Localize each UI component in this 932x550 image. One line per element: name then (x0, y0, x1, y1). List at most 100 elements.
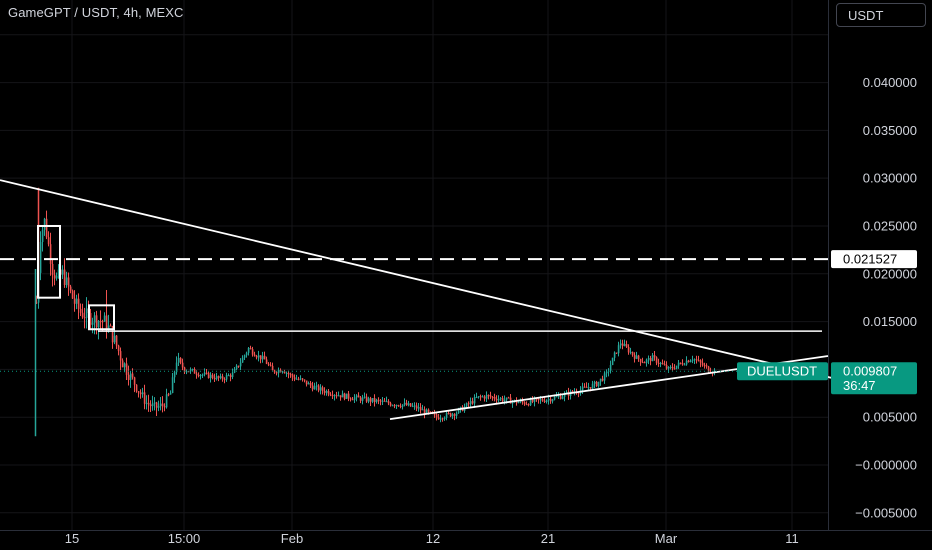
candle-body (457, 408, 460, 414)
candle-body (509, 397, 512, 404)
candle-body (429, 411, 432, 413)
candle-body (229, 375, 232, 378)
currency-button[interactable]: USDT (836, 3, 926, 27)
candle-body (311, 385, 314, 390)
candle-body (167, 394, 170, 396)
candle-body (523, 402, 526, 405)
candle-body (77, 298, 80, 309)
candle-body (265, 359, 268, 364)
drawings (0, 179, 841, 420)
candle-body (295, 378, 298, 380)
candle-body (593, 381, 596, 384)
grid-lines (0, 0, 932, 531)
candle-body (537, 398, 540, 400)
candle-body (71, 290, 74, 299)
candle-body (637, 355, 640, 360)
last-price-label: 0.009807 (843, 364, 897, 379)
candle-body (393, 405, 396, 407)
candle-body (315, 385, 318, 387)
candle-body (585, 386, 588, 388)
candle-body (459, 407, 462, 409)
candle-body (187, 371, 190, 373)
candle-body (197, 374, 200, 377)
candle-body (259, 355, 262, 360)
candle-body (375, 399, 378, 403)
candle-body (669, 366, 672, 368)
x-tick-label: 11 (785, 531, 799, 546)
candle-body (547, 398, 550, 401)
candle-body (675, 365, 678, 369)
candle-body (471, 401, 474, 404)
candle-body (389, 403, 392, 406)
candle-body (199, 375, 202, 377)
candle-body (635, 355, 638, 359)
candle-body (369, 398, 372, 402)
candle-body (183, 367, 186, 372)
candle-body (89, 313, 92, 325)
candle-body (489, 395, 492, 397)
candle-body (35, 302, 38, 304)
candle-body (583, 386, 586, 388)
candle-body (591, 383, 594, 389)
candle-body (227, 375, 230, 377)
candle-body (261, 355, 264, 360)
candle-body (201, 374, 204, 376)
candle-body (643, 362, 646, 364)
candle-body (477, 396, 480, 398)
candle-body (571, 391, 574, 393)
candle-body (319, 387, 322, 391)
candle-body (533, 398, 536, 402)
candle-body (239, 362, 242, 367)
candle-body (341, 393, 344, 398)
candle-body (631, 351, 634, 355)
candle-body (169, 392, 172, 395)
candle-body (131, 373, 134, 378)
candle-body (469, 401, 472, 405)
candle-body (543, 400, 546, 402)
candle-body (649, 358, 652, 362)
candle-body (381, 400, 384, 402)
candle-body (211, 374, 214, 378)
candle-body (613, 352, 616, 358)
candle-body (219, 376, 222, 378)
candle-body (245, 352, 248, 356)
candle-body (251, 349, 254, 355)
candle-body (217, 376, 220, 378)
candle-body (405, 402, 408, 406)
candle-body (301, 378, 304, 380)
candle-body (563, 393, 566, 397)
candle-body (397, 405, 400, 407)
candle-body (83, 317, 86, 319)
candle-body (145, 402, 148, 404)
candle-body (611, 357, 614, 366)
candle-body (663, 364, 666, 366)
candle-body (97, 321, 100, 328)
candle-body (329, 394, 332, 396)
candle-body (493, 396, 496, 399)
symbol-tag-label: DUELUSDT (747, 364, 817, 379)
candle-body (651, 355, 654, 362)
candle-body (75, 298, 78, 304)
candle-body (289, 374, 292, 376)
candle-body (367, 398, 370, 402)
candle-body (213, 377, 216, 380)
candle-body (683, 364, 686, 366)
x-tick-label: 15 (65, 531, 79, 546)
candle-body (191, 369, 194, 371)
candle-body (665, 364, 668, 369)
candle-body (483, 396, 486, 399)
candle-body (193, 369, 196, 374)
candle-body (653, 355, 656, 358)
candle-body (475, 397, 478, 399)
candle-body (95, 315, 98, 328)
candle-body (677, 362, 680, 366)
candle-body (275, 372, 278, 374)
candle-body (617, 345, 620, 354)
candle-body (701, 362, 704, 366)
candle-body (127, 374, 130, 381)
candle-body (407, 403, 410, 406)
candle-body (327, 391, 330, 395)
candle-body (555, 396, 558, 398)
candle-body (177, 357, 180, 363)
